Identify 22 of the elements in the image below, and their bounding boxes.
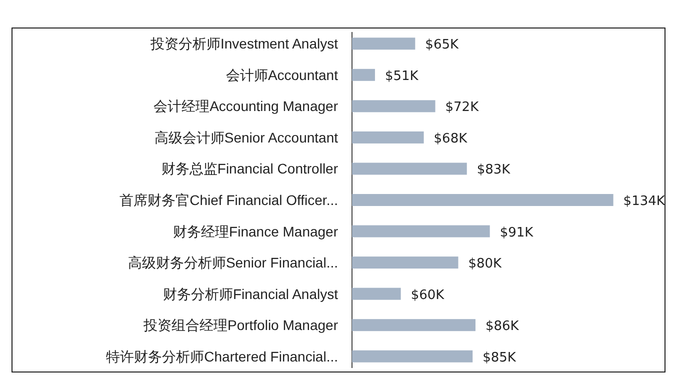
y-tick-label: 会计师Accountant	[226, 66, 338, 83]
y-tick-label: 特许财务分析师Chartered Financial...	[106, 348, 338, 364]
data-label: $86K	[485, 319, 520, 334]
data-label: $134K	[623, 194, 666, 209]
y-tick-label: 财务经理Finance Manager	[173, 223, 338, 240]
y-tick-label: 高级财务分析师Senior Financial...	[128, 254, 338, 271]
data-label: $60K	[410, 288, 445, 303]
data-label: $65K	[425, 38, 459, 53]
data-label: $85K	[482, 350, 516, 366]
y-tick-label: 投资组合经理Portfolio Manager	[142, 317, 338, 334]
data-label: $83K	[476, 162, 511, 178]
data-label: $51K	[384, 68, 419, 84]
y-tick-label: 投资分析师Investment Analyst	[149, 36, 338, 52]
data-label: $68K	[434, 131, 468, 146]
y-tick-label: 财务分析师Financial Analyst	[162, 286, 338, 302]
y-tick-label: 会计经理Accounting Manager	[154, 98, 338, 114]
y-tick-label: 高级会计师Senior Accountant	[154, 129, 338, 146]
y-tick-label: 财务总监Financial Controller	[161, 160, 338, 177]
data-label: $72K	[445, 100, 480, 116]
y-tick-label: 首席财务官Chief Financial Officer...	[120, 192, 338, 208]
data-label: $80K	[468, 256, 502, 272]
data-label: $91K	[500, 225, 534, 240]
